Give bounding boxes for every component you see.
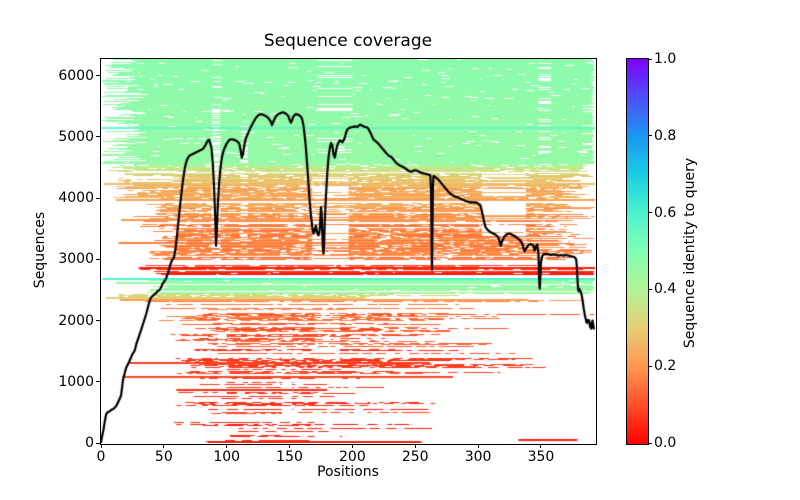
plot-area	[100, 58, 597, 445]
colorbar-tick-label: 1.0	[654, 51, 677, 67]
msa-coverage-canvas	[101, 59, 595, 443]
y-tick-label: 0	[85, 435, 94, 451]
y-tick-mark	[96, 258, 100, 260]
colorbar-tick-mark	[648, 58, 652, 60]
x-tick-mark	[477, 444, 479, 448]
colorbar-tick-mark	[648, 442, 652, 444]
x-tick-mark	[540, 444, 542, 448]
x-tick-label: 200	[339, 449, 366, 465]
y-tick-mark	[96, 320, 100, 321]
colorbar-tick-mark	[648, 365, 652, 367]
x-tick-mark	[163, 444, 165, 448]
x-tick-label: 250	[401, 449, 429, 465]
colorbar-tick-mark	[648, 212, 652, 214]
colorbar-tick-label: 0.8	[654, 127, 677, 144]
colorbar-tick-mark	[648, 135, 652, 137]
colorbar-tick-label: 0.0	[654, 435, 677, 451]
x-tick-label: 0	[96, 449, 106, 465]
x-tick-label: 300	[464, 449, 492, 465]
x-tick-label: 150	[276, 449, 303, 465]
y-tick-label: 5000	[58, 128, 94, 145]
y-axis-label: Sequences	[32, 211, 48, 289]
y-tick-mark	[96, 136, 100, 138]
y-tick-mark	[96, 75, 100, 77]
y-tick-label: 6000	[58, 67, 94, 84]
colorbar	[626, 58, 649, 445]
colorbar-tick-label: 0.2	[654, 358, 677, 375]
colorbar-gradient	[627, 59, 648, 444]
y-tick-mark	[96, 442, 100, 444]
colorbar-label: Sequence identity to query	[682, 157, 698, 349]
x-tick-label: 50	[154, 449, 173, 465]
x-tick-mark	[351, 444, 353, 448]
x-axis-label: Positions	[317, 464, 379, 480]
y-tick-label: 1000	[58, 373, 94, 390]
x-tick-mark	[414, 444, 416, 448]
x-tick-label: 350	[527, 449, 555, 465]
y-tick-mark	[96, 197, 100, 199]
colorbar-tick-label: 0.6	[654, 204, 677, 221]
colorbar-tick-label: 0.4	[654, 281, 677, 298]
chart-title: Sequence coverage	[263, 31, 433, 51]
colorbar-tick-mark	[648, 288, 652, 290]
x-tick-mark	[100, 444, 102, 448]
x-tick-mark	[226, 444, 228, 448]
x-tick-mark	[289, 444, 291, 448]
y-tick-label: 2000	[58, 312, 94, 329]
y-tick-label: 4000	[58, 190, 94, 207]
x-tick-label: 100	[213, 449, 241, 465]
y-tick-mark	[96, 381, 100, 383]
y-tick-label: 3000	[58, 251, 94, 268]
